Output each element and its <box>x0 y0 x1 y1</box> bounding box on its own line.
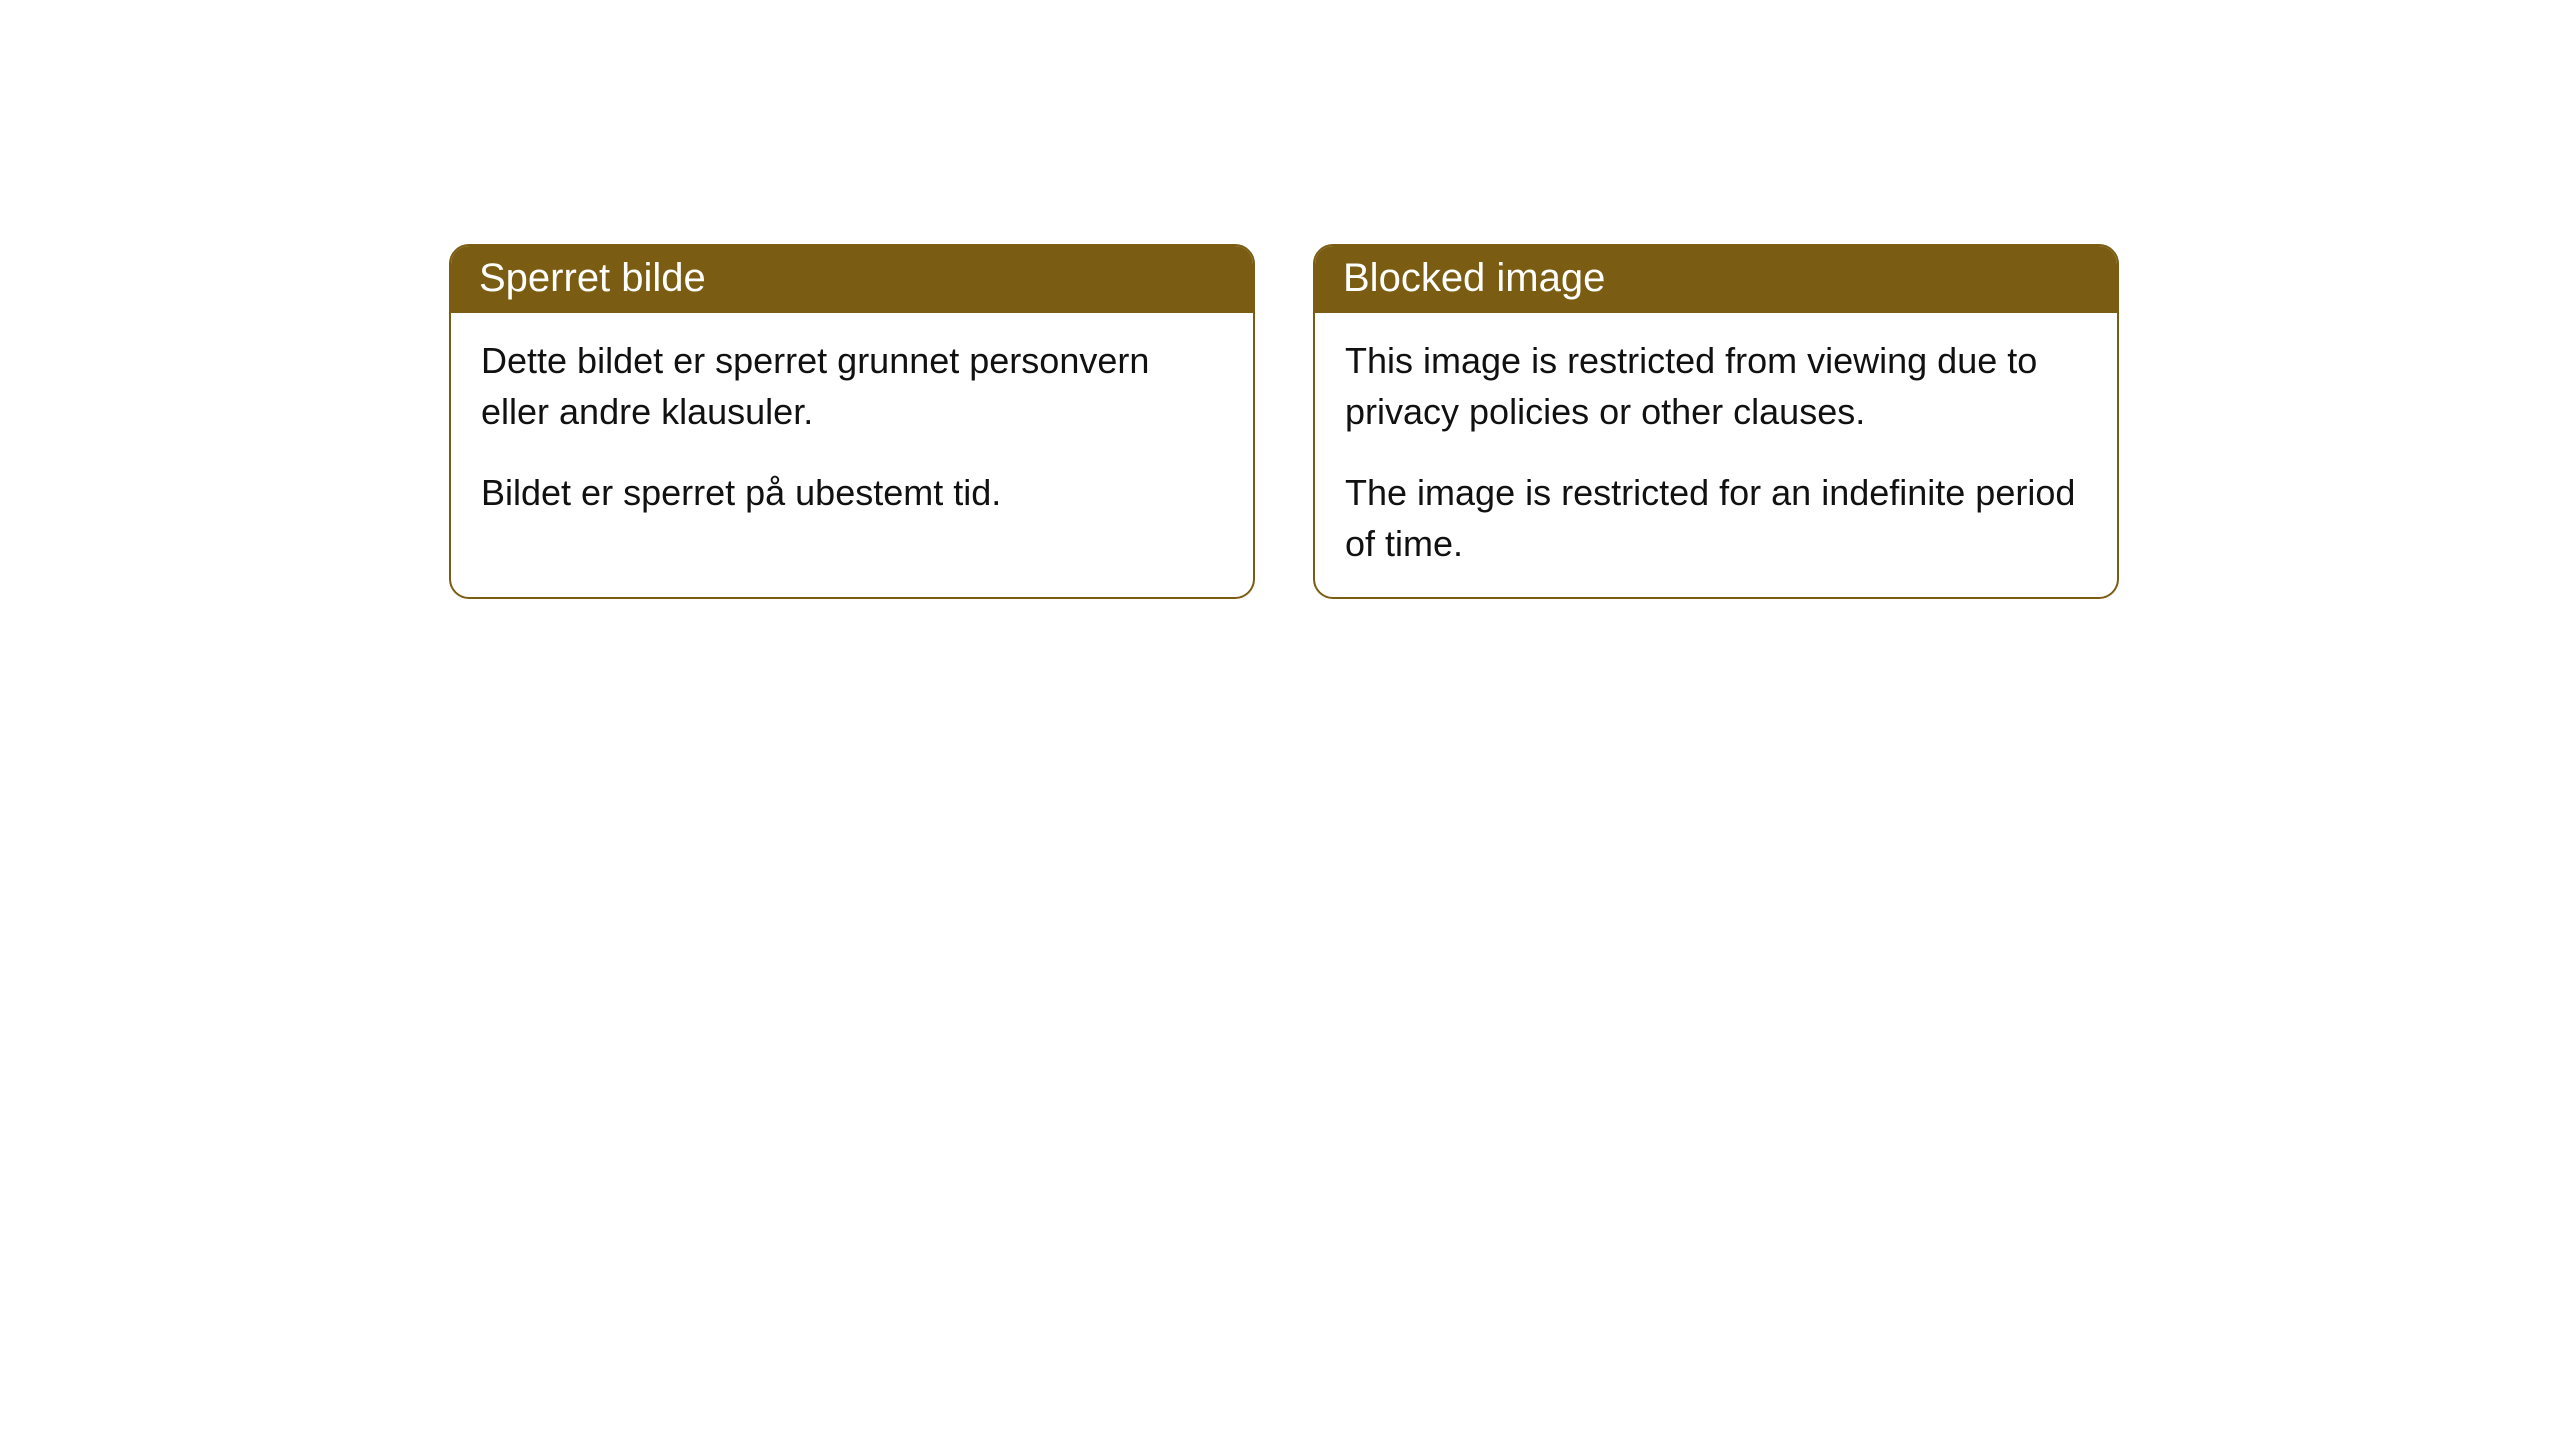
card-paragraph: The image is restricted for an indefinit… <box>1345 467 2087 569</box>
card-paragraph: Bildet er sperret på ubestemt tid. <box>481 467 1223 518</box>
card-paragraph: Dette bildet er sperret grunnet personve… <box>481 335 1223 437</box>
card-title-english: Blocked image <box>1343 256 1605 300</box>
card-paragraph: This image is restricted from viewing du… <box>1345 335 2087 437</box>
card-english: Blocked image This image is restricted f… <box>1313 244 2119 599</box>
cards-container: Sperret bilde Dette bildet er sperret gr… <box>0 0 2560 599</box>
card-header-norwegian: Sperret bilde <box>451 246 1253 313</box>
card-norwegian: Sperret bilde Dette bildet er sperret gr… <box>449 244 1255 599</box>
card-title-norwegian: Sperret bilde <box>479 256 706 300</box>
card-header-english: Blocked image <box>1315 246 2117 313</box>
card-body-english: This image is restricted from viewing du… <box>1315 313 2117 597</box>
card-body-norwegian: Dette bildet er sperret grunnet personve… <box>451 313 1253 556</box>
